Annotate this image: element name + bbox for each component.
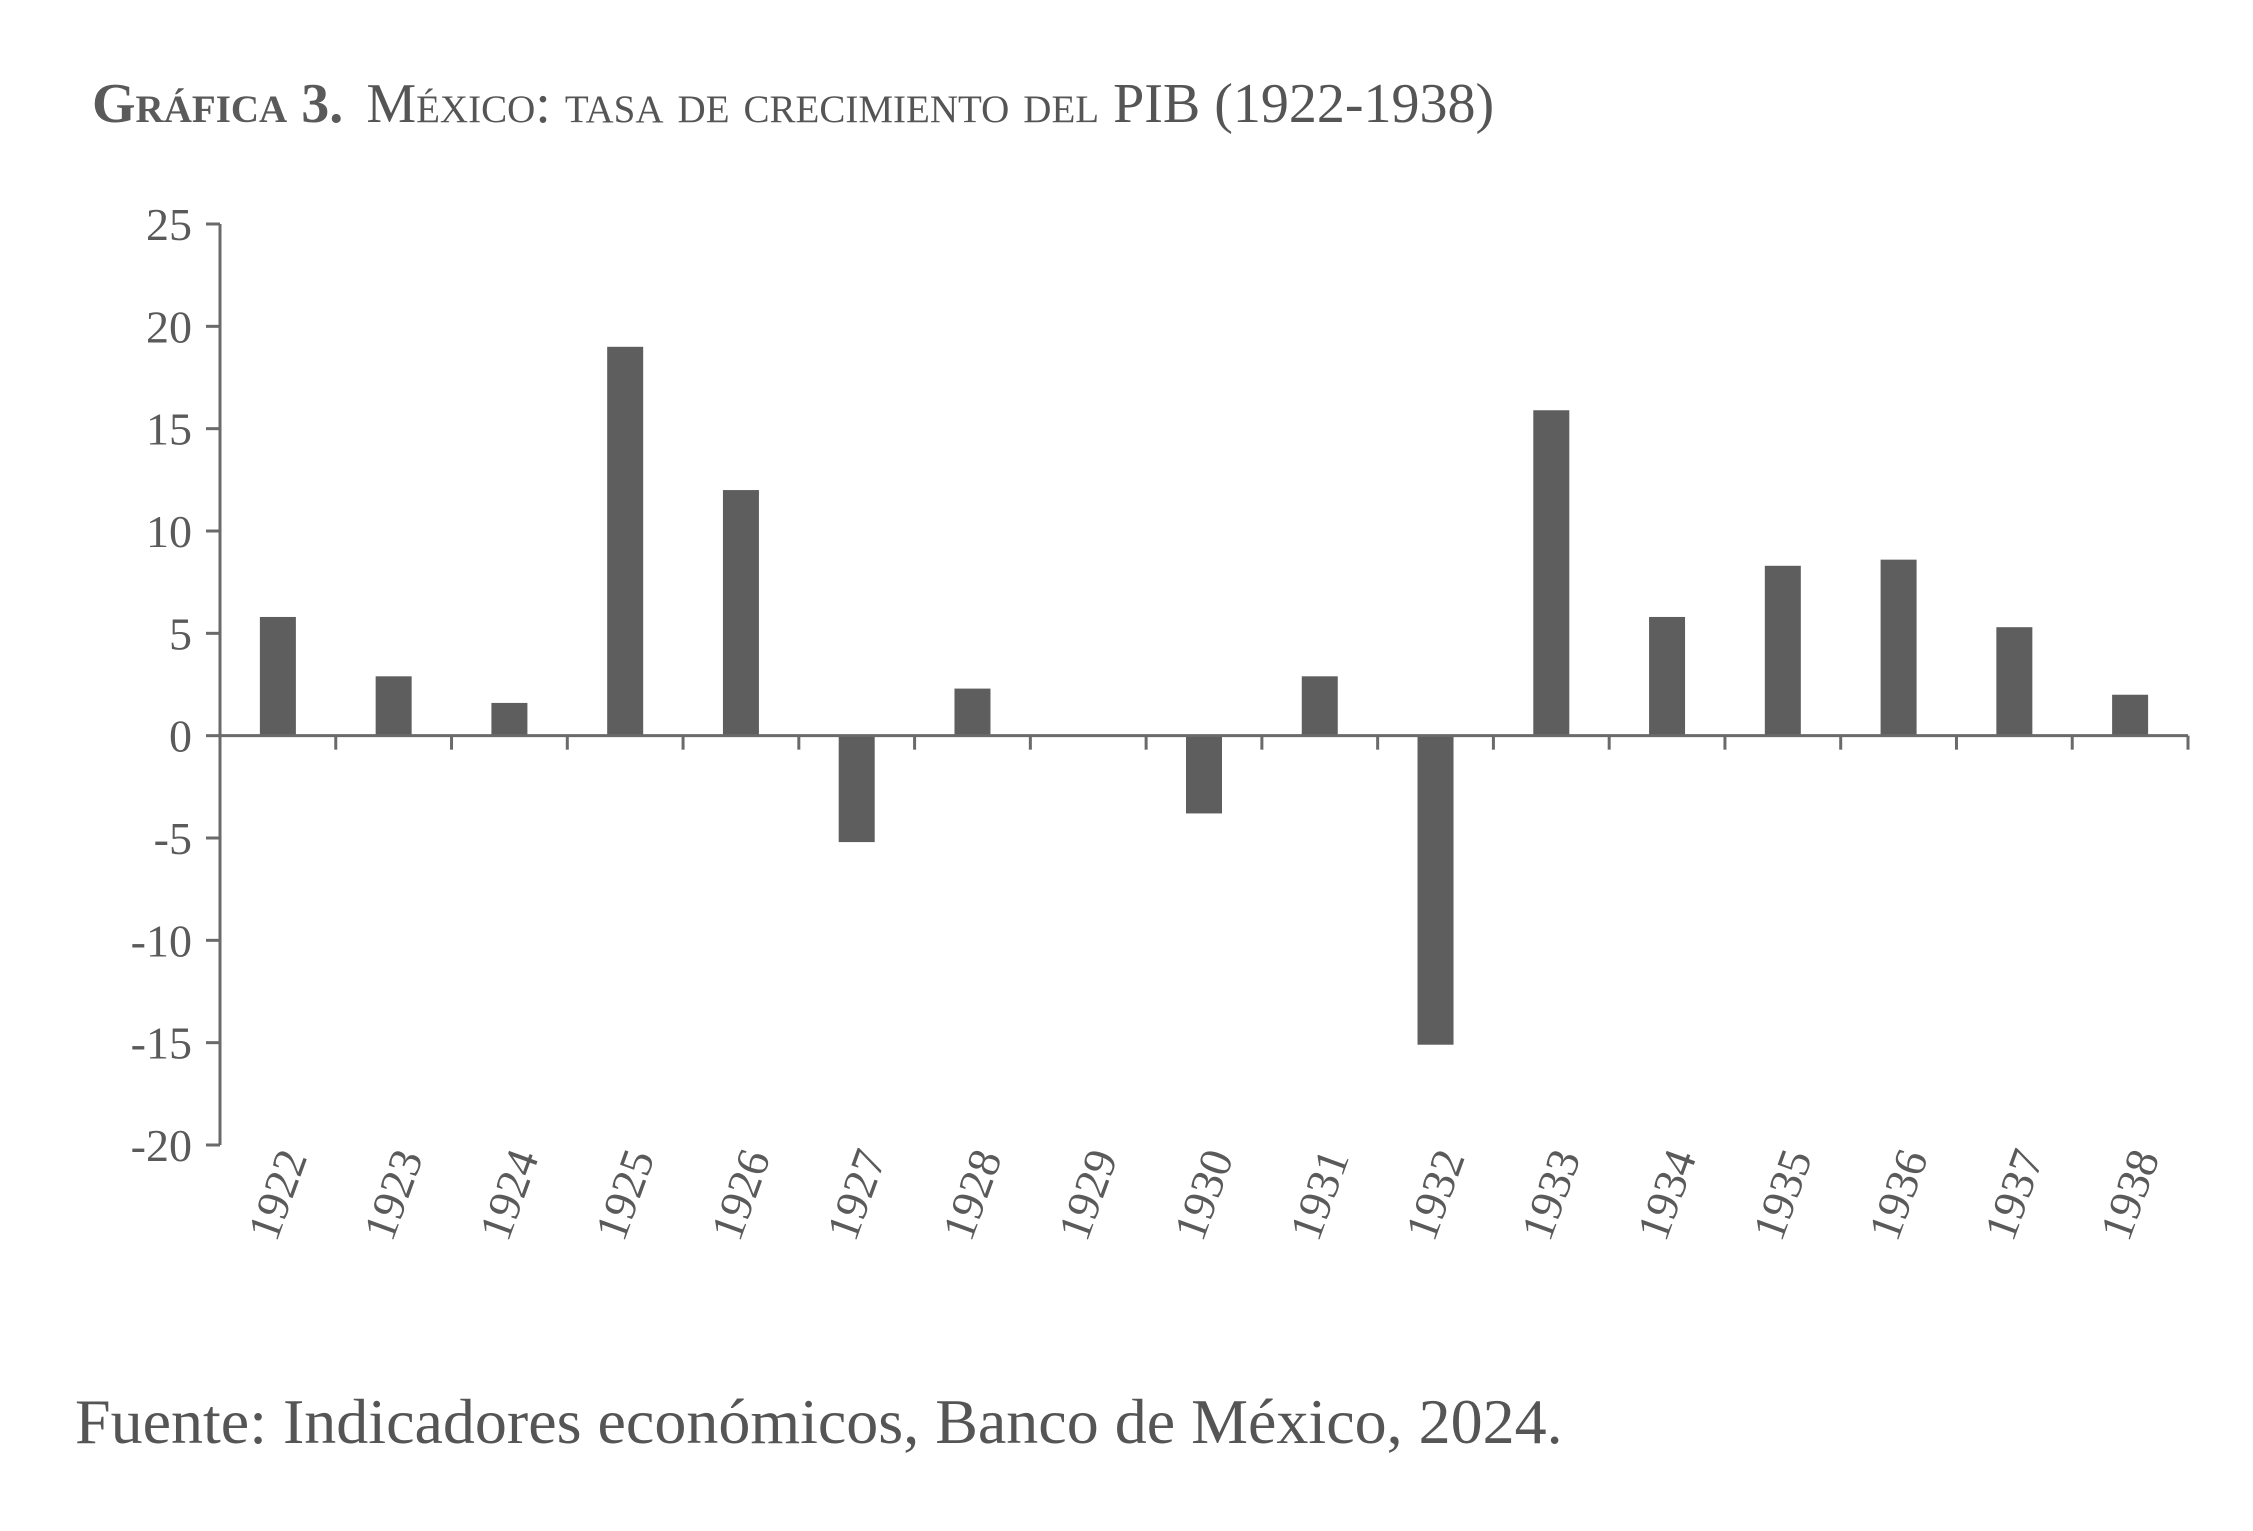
bar-1934 (1649, 616, 1686, 736)
bar-1930 (1186, 735, 1222, 814)
bar-1928 (954, 688, 991, 736)
bar-1927 (838, 735, 875, 843)
x-tick-label: 1923 (353, 1143, 432, 1247)
bar-1931 (1301, 676, 1338, 736)
bar-1938 (2112, 694, 2149, 736)
figure-label: Gráfica 3. (92, 73, 343, 135)
x-tick-label: 1924 (469, 1143, 548, 1247)
y-tick-label: 5 (169, 608, 192, 659)
x-tick-label: 1927 (816, 1143, 895, 1247)
y-tick-label: -20 (131, 1120, 192, 1171)
bar-1932 (1417, 735, 1454, 1045)
y-tick-label: -10 (131, 915, 192, 966)
bar-1935 (1764, 565, 1801, 736)
source-note: Fuente: Indicadores económicos, Banco de… (75, 1386, 1563, 1457)
bar-1937 (1996, 627, 2033, 736)
x-tick-label: 1928 (932, 1143, 1011, 1247)
bar-1925 (607, 346, 644, 736)
x-tick-label: 1933 (1511, 1143, 1590, 1247)
figure-heading: Gráfica 3. México: tasa de crecimiento d… (92, 73, 1494, 135)
bar-1933 (1533, 410, 1570, 736)
y-tick-label: 25 (146, 199, 192, 250)
x-tick-label: 1938 (2090, 1143, 2169, 1247)
bar-1924 (491, 702, 528, 736)
bar-1922 (259, 616, 296, 736)
y-tick-label: 10 (146, 506, 192, 557)
y-tick-label: 20 (146, 301, 192, 352)
x-tick-label: 1937 (1974, 1143, 2053, 1247)
x-tick-label: 1929 (1048, 1143, 1127, 1247)
bar-1923 (375, 676, 412, 736)
x-tick-label: 1932 (1395, 1143, 1474, 1247)
x-tick-label: 1934 (1627, 1143, 1706, 1247)
y-tick-label: 0 (169, 711, 192, 762)
y-axis: 25 20 15 10 5 0 -5 -10 -15 -20 (131, 199, 222, 1171)
x-tick-label: 1922 (238, 1143, 317, 1247)
x-tick-label: 1931 (1280, 1143, 1359, 1247)
chart-title: México: tasa de crecimiento del PIB (192… (366, 73, 1494, 135)
x-tick-label: 1935 (1743, 1143, 1822, 1247)
bar-1926 (722, 490, 759, 736)
y-tick-label: -15 (131, 1018, 192, 1069)
x-tick-label: 1925 (585, 1143, 664, 1247)
x-tick-label: 1930 (1164, 1143, 1243, 1247)
bars (259, 346, 2149, 1045)
x-axis: 1922 1923 1924 1925 1926 1927 1928 1929 1930 1931… (220, 734, 2190, 1247)
x-tick-label: 1936 (1858, 1143, 1937, 1247)
bar-1936 (1880, 559, 1917, 736)
y-tick-label: 15 (146, 404, 192, 455)
x-tick-label: 1926 (701, 1143, 780, 1247)
y-tick-label: -5 (154, 813, 192, 864)
